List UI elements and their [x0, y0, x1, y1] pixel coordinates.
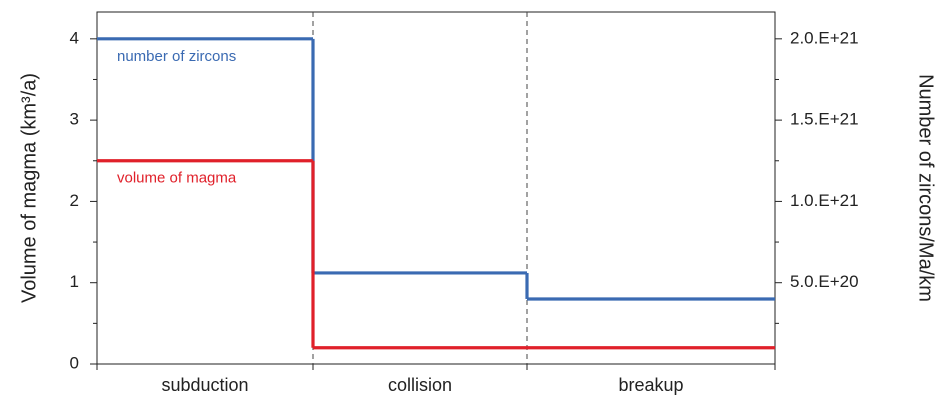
y-axis-label: Volume of magma (km³/a)	[18, 73, 40, 303]
y2-tick-label: 5.0.E+20	[790, 272, 859, 291]
y-tick-label: 4	[70, 28, 79, 47]
y2-tick-label: 1.5.E+21	[790, 110, 859, 129]
x-tick-label: breakup	[618, 375, 683, 395]
y2-tick-label: 1.0.E+21	[790, 191, 859, 210]
x-tick-label: subduction	[161, 375, 248, 395]
y-tick-label: 0	[70, 353, 79, 372]
series-label: volume of magma	[117, 170, 237, 187]
plot-frame	[96, 11, 776, 365]
x-tick-label: collision	[388, 375, 452, 395]
y2-axis-label: Number of zircons/Ma/km	[915, 74, 937, 302]
y-tick-label: 3	[70, 110, 79, 129]
y-tick-label: 2	[70, 191, 79, 210]
y2-tick-label: 2.0.E+21	[790, 28, 859, 47]
series-label: number of zircons	[117, 48, 236, 65]
y-tick-label: 1	[70, 272, 79, 291]
